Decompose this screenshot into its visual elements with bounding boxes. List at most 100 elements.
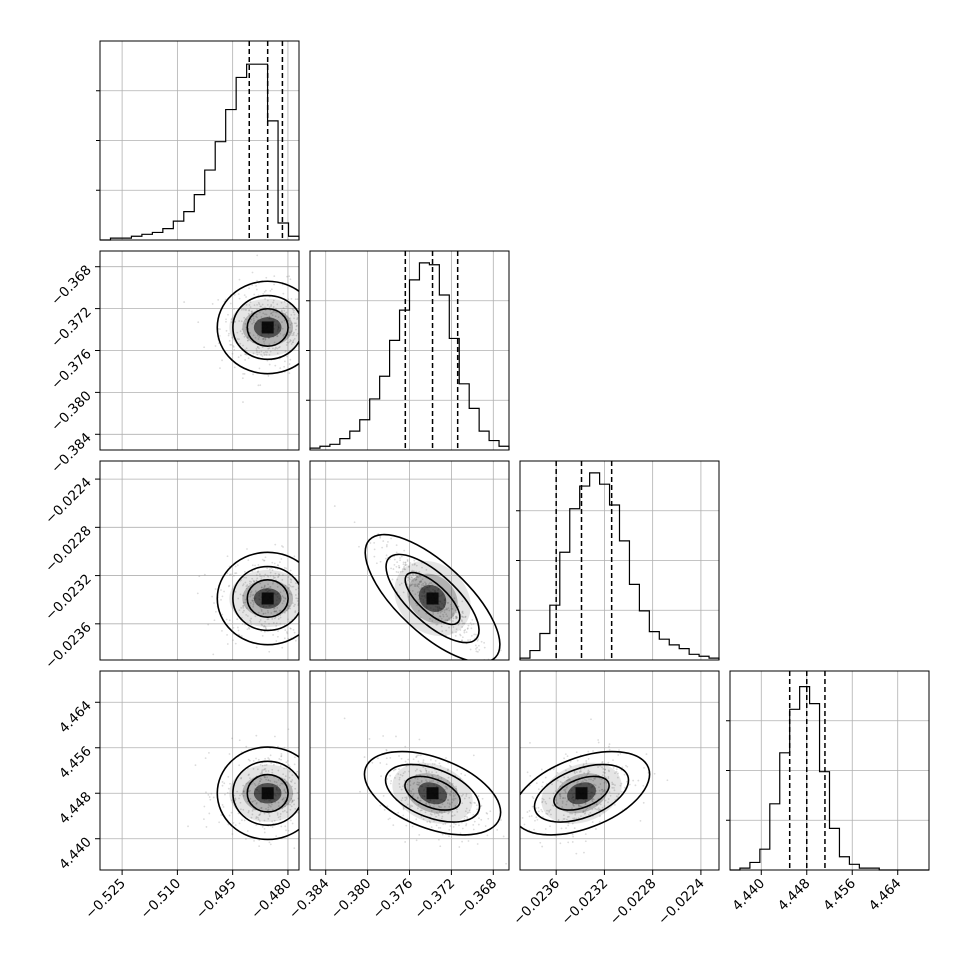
scatter-point (277, 630, 279, 632)
scatter-point (293, 309, 295, 312)
scatter-point (605, 780, 607, 783)
scatter-point (478, 644, 480, 647)
scatter-point (429, 617, 431, 620)
scatter-point (251, 801, 254, 803)
scatter-point (404, 796, 407, 799)
scatter-point (246, 628, 249, 631)
scatter-point (260, 610, 263, 612)
scatter-point (264, 612, 267, 615)
scatter-point (301, 762, 303, 764)
scatter-point (213, 602, 215, 604)
scatter-point (303, 308, 305, 310)
scatter-point (461, 622, 464, 625)
scatter-point (250, 816, 253, 819)
scatter-point (389, 756, 392, 759)
scatter-point (411, 569, 414, 572)
scatter-point (444, 822, 447, 825)
scatter-point (452, 626, 455, 628)
scatter-point (305, 558, 307, 560)
histogram-0 (100, 63, 300, 241)
scatter-point (410, 583, 413, 586)
scatter-point (431, 774, 433, 777)
scatter-point (625, 764, 627, 767)
scatter-point (431, 775, 434, 778)
scatter-point (301, 781, 303, 783)
scatter-point (306, 323, 308, 325)
scatter-point (422, 582, 425, 585)
scatter-point (263, 586, 266, 589)
scatter-point (293, 631, 296, 634)
scatter-point (247, 758, 250, 761)
scatter-point (223, 782, 226, 785)
scatter-point (290, 313, 293, 316)
scatter-point (399, 773, 402, 776)
scatter-point (299, 764, 301, 766)
scatter-point (294, 807, 297, 810)
scatter-point (253, 580, 256, 583)
scatter-point (286, 275, 288, 278)
scatter-point (418, 782, 421, 784)
scatter-point (550, 813, 552, 816)
scatter-point (294, 594, 297, 596)
scatter-point (274, 576, 276, 579)
scatter-point (578, 776, 580, 779)
scatter-point (406, 803, 409, 806)
scatter-point (238, 338, 240, 341)
scatter-point (397, 773, 400, 775)
scatter-point (460, 772, 463, 775)
scatter-point (244, 353, 246, 356)
scatter-point (243, 316, 246, 319)
scatter-point (239, 354, 242, 357)
scatter-point (385, 749, 388, 752)
scatter-point (448, 626, 450, 629)
scatter-point (582, 780, 584, 783)
scatter-point (285, 344, 288, 346)
scatter-point (599, 815, 601, 817)
scatter-point (398, 768, 400, 770)
scatter-point (395, 565, 398, 568)
ytick-label: −0.0224 (42, 475, 95, 528)
scatter-point (396, 561, 399, 564)
scatter-point (281, 310, 283, 313)
scatter-point (435, 771, 438, 774)
scatter-point (277, 576, 279, 579)
contour-1 (232, 760, 299, 826)
scatter-point (578, 770, 581, 773)
scatter-point (468, 796, 471, 799)
histogram-2 (519, 472, 720, 660)
scatter-point (266, 299, 269, 302)
scatter-point (456, 769, 459, 771)
scatter-point (280, 309, 283, 312)
scatter-point (242, 784, 245, 787)
scatter-point (426, 820, 429, 823)
scatter-point (262, 612, 265, 615)
scatter-point (573, 805, 575, 807)
scatter-point (397, 564, 400, 567)
scatter-point (220, 598, 222, 601)
scatter-point (283, 800, 286, 803)
scatter-point (291, 793, 294, 795)
scatter-point (263, 768, 265, 771)
scatter-point (539, 841, 542, 844)
scatter-point (289, 339, 292, 342)
scatter-point (268, 568, 271, 571)
scatter-point (403, 549, 406, 552)
scatter-point (211, 303, 214, 305)
scatter-point (571, 841, 574, 843)
scatter-point (455, 785, 457, 788)
scatter-point (559, 785, 562, 788)
scatter-point (282, 596, 285, 599)
scatter-point (385, 545, 388, 548)
scatter-point (283, 566, 286, 569)
scatter-point (317, 309, 319, 311)
scatter-point (293, 317, 295, 320)
scatter-point (428, 820, 431, 823)
scatter-point (452, 825, 455, 828)
scatter-point (221, 613, 224, 616)
scatter-point (252, 603, 255, 606)
scatter-point (461, 827, 464, 830)
scatter-point (284, 597, 287, 600)
scatter-point (454, 609, 457, 612)
scatter-point (203, 818, 205, 821)
diag-panel-3 (726, 670, 930, 871)
